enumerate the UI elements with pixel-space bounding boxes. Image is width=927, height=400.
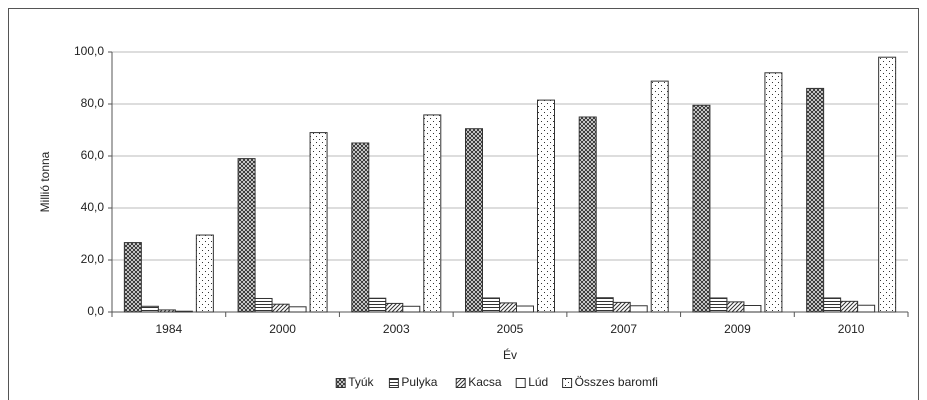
y-axis-label: Millió tonna — [38, 151, 52, 212]
x-tick-label: 2005 — [497, 322, 524, 336]
bar — [857, 304, 876, 313]
bar — [806, 87, 825, 313]
frame — [8, 8, 919, 400]
bar — [140, 305, 159, 313]
legend-label: Pulyka — [401, 375, 437, 389]
legend-label: Tyúk — [348, 375, 374, 389]
x-tick-label: 2007 — [610, 322, 637, 336]
bar — [123, 242, 142, 313]
bar — [878, 56, 897, 313]
x-tick-label: 2000 — [269, 322, 296, 336]
bar — [823, 297, 842, 313]
bar — [840, 300, 859, 313]
bar — [288, 306, 307, 313]
y-tick-label: 20,0 — [81, 252, 105, 266]
bar — [578, 116, 597, 313]
x-tick-label: 2010 — [838, 322, 865, 336]
bar — [254, 297, 273, 313]
legend-swatch — [388, 378, 399, 388]
bar — [195, 234, 214, 313]
bar — [271, 303, 290, 313]
bar — [629, 305, 648, 313]
legend-label: Összes baromfi — [575, 375, 658, 389]
legend-swatch — [335, 378, 346, 388]
y-tick-label: 60,0 — [81, 148, 105, 162]
x-tick-label: 1984 — [156, 322, 183, 336]
bar — [368, 297, 387, 313]
bar — [465, 128, 483, 313]
y-tick-label: 40,0 — [81, 200, 105, 214]
bar — [402, 305, 421, 313]
legend-swatch — [562, 378, 573, 388]
bar — [764, 72, 783, 313]
bar — [743, 305, 762, 313]
legend-swatch — [515, 378, 526, 388]
bar — [650, 80, 669, 313]
bar — [537, 99, 555, 313]
x-axis-label: Év — [503, 347, 517, 362]
bar — [726, 301, 745, 313]
bar — [692, 104, 711, 313]
bar — [309, 132, 328, 313]
y-tick-label: 80,0 — [81, 96, 105, 110]
bar — [482, 297, 500, 313]
bar — [157, 309, 176, 313]
bar — [499, 302, 517, 313]
x-tick-label: 2003 — [383, 322, 410, 336]
legend-swatch — [455, 378, 466, 388]
x-tick-label: 2009 — [724, 322, 751, 336]
legend-label: Kacsa — [468, 375, 502, 389]
bar — [351, 142, 370, 313]
y-tick-label: 0,0 — [87, 304, 104, 318]
legend-label: Lúd — [528, 375, 548, 389]
bar — [385, 302, 404, 313]
bar — [423, 114, 442, 313]
bar — [237, 158, 256, 313]
bar — [516, 305, 534, 313]
bar — [612, 301, 631, 313]
bar — [709, 297, 728, 313]
bar — [595, 297, 614, 313]
bar — [174, 310, 193, 313]
y-tick-label: 100,0 — [74, 44, 104, 58]
